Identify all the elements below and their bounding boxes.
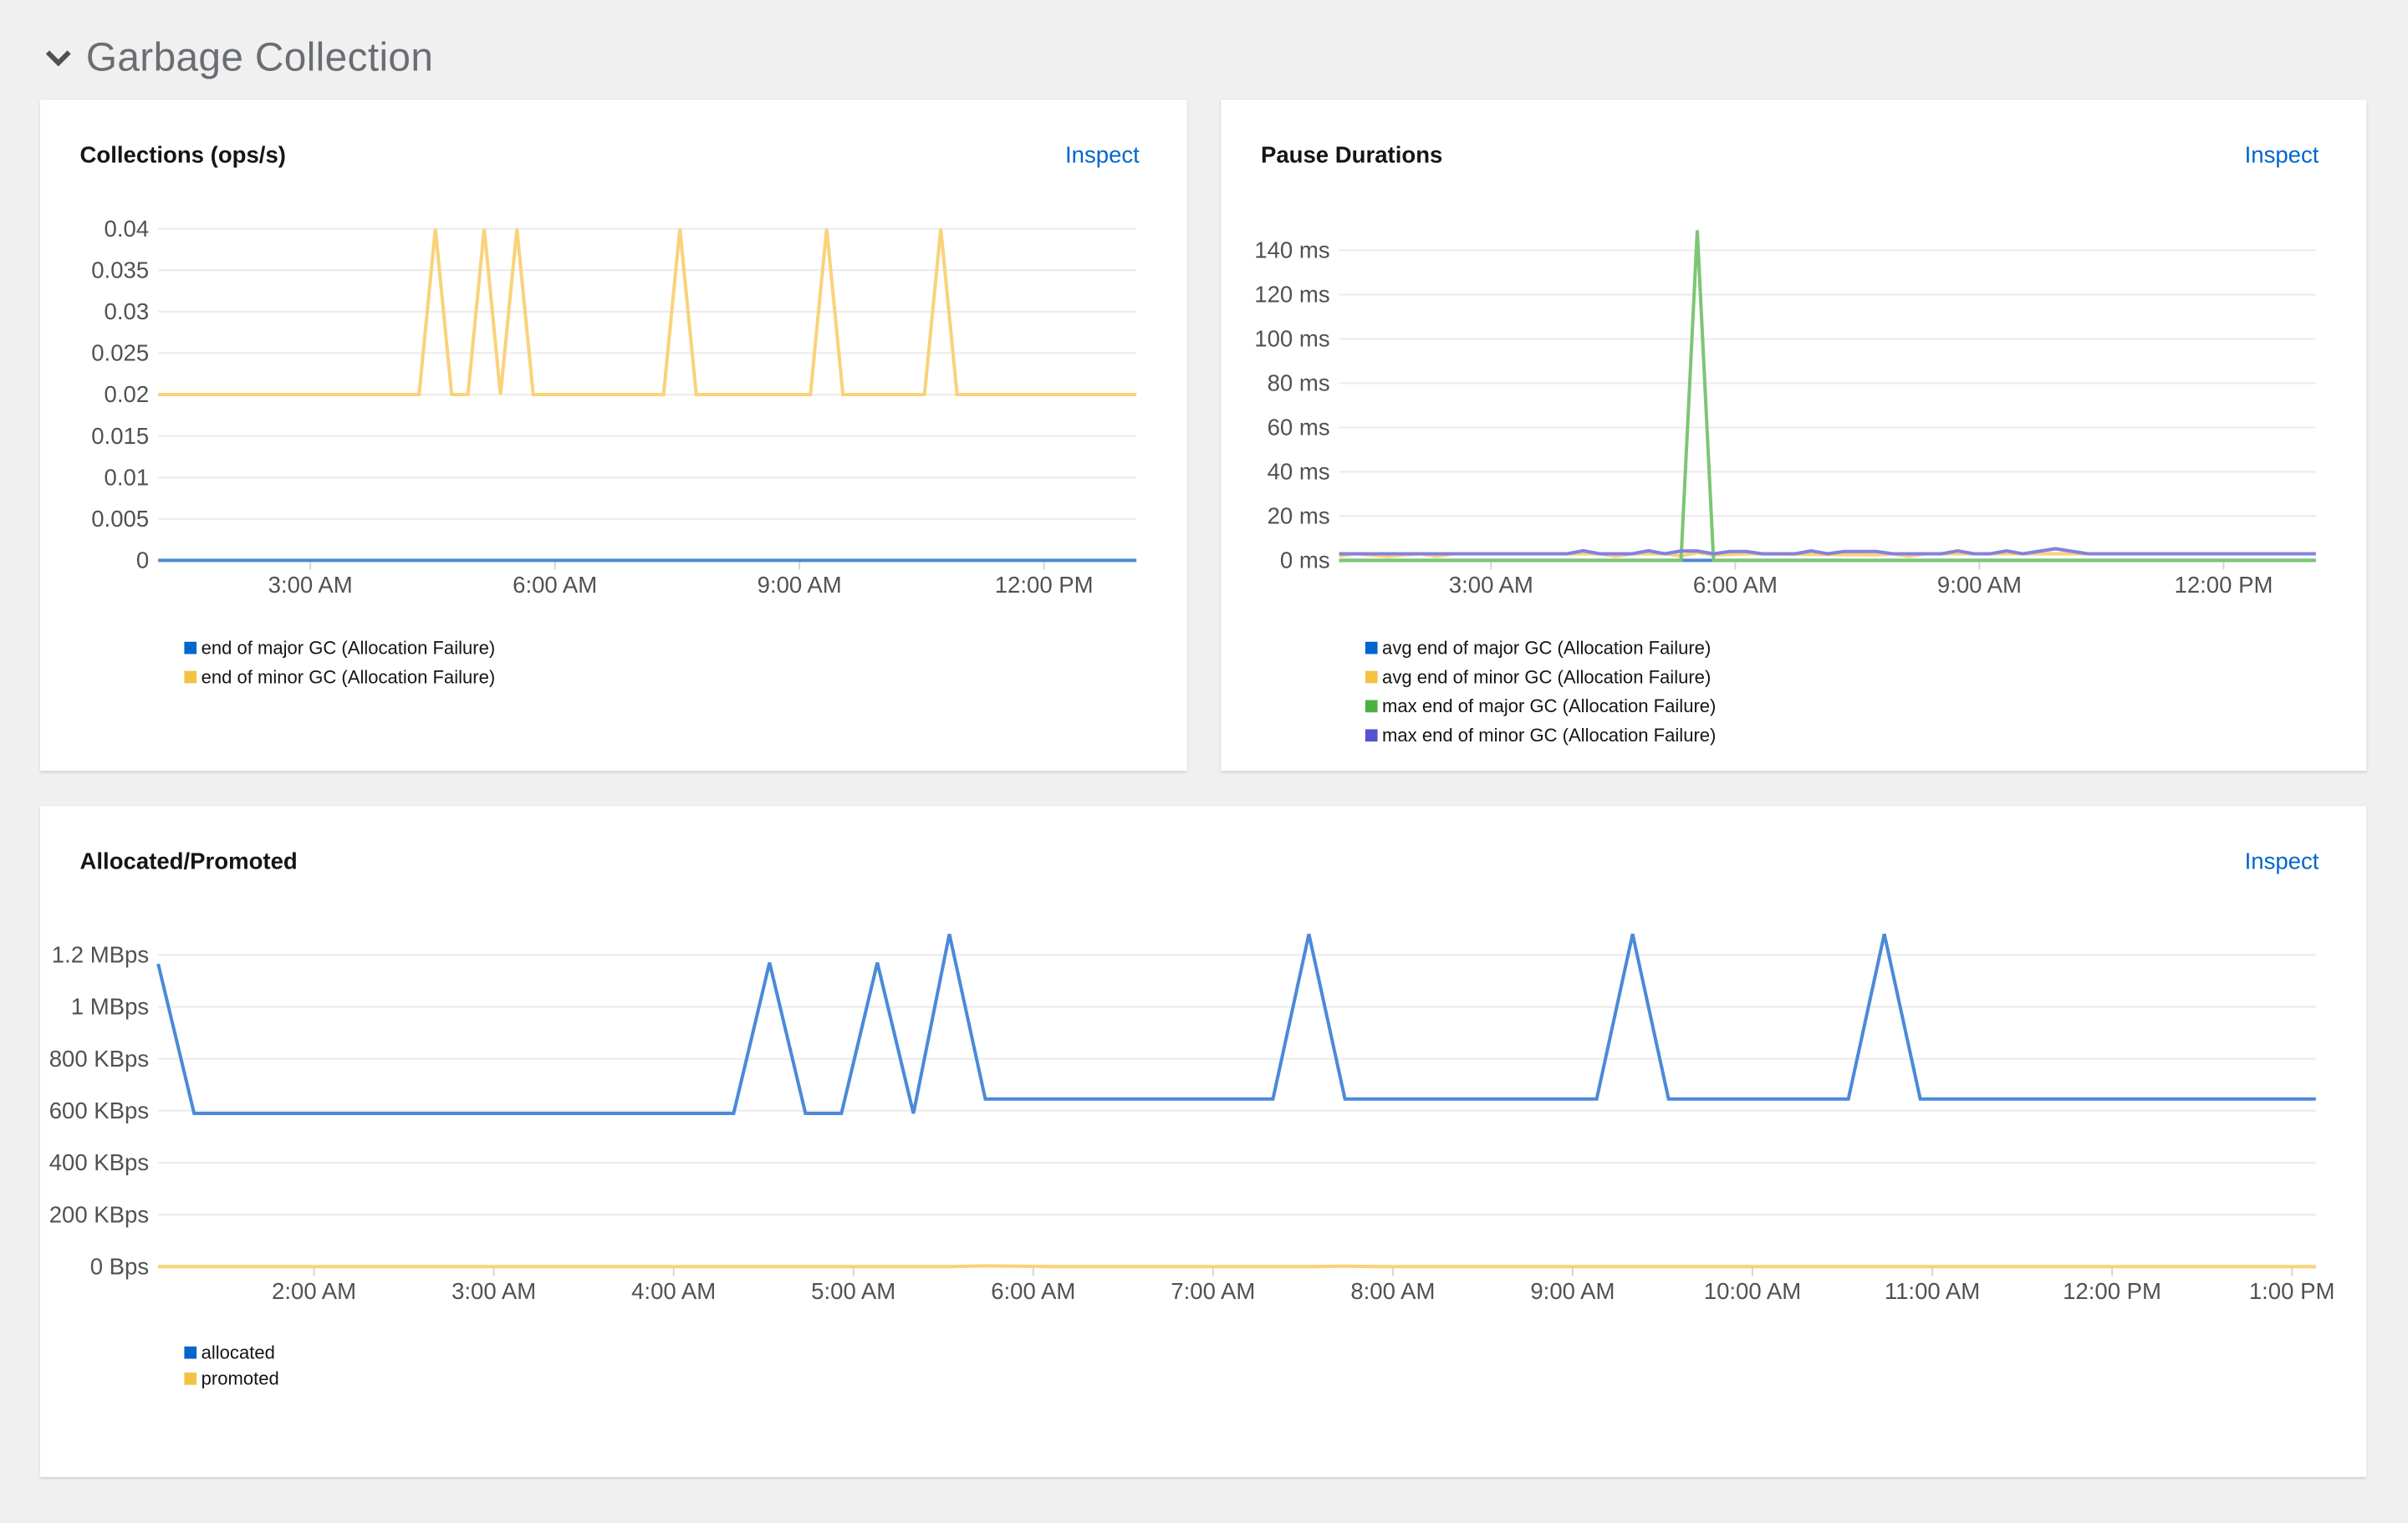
y-tick-label: 40 ms [1268, 459, 1330, 485]
legend-label: promoted [201, 1367, 279, 1389]
x-tick-label: 8:00 AM [1350, 1278, 1435, 1304]
x-tick-label: 7:00 AM [1171, 1278, 1255, 1304]
x-tick-label: 4:00 AM [631, 1278, 716, 1304]
legend-swatch [1365, 670, 1378, 683]
y-tick-label: 400 KBps [49, 1149, 149, 1175]
legend-label: max end of major GC (Allocation Failure) [1382, 695, 1717, 716]
y-tick-label: 200 KBps [49, 1201, 149, 1227]
chart-legend: avg end of major GC (Allocation Failure)… [1365, 633, 1717, 750]
legend-swatch [184, 1345, 197, 1358]
pause-durations-card: Pause Durations Inspect 140 ms 120 ms 100 … [1221, 99, 2367, 772]
y-tick-label: 0.01 [105, 464, 150, 490]
chevron-down-icon[interactable] [43, 43, 74, 74]
y-tick-label: 120 ms [1254, 282, 1329, 308]
y-tick-label: 0.025 [91, 340, 149, 366]
y-tick-label: 0.005 [91, 506, 149, 532]
legend-item[interactable]: allocated [184, 1339, 278, 1365]
chart-plot: 0.04 0.035 0.03 0.025 0.02 0.015 0.01 0.005 0 3:0… [91, 216, 1137, 598]
section-toggle[interactable]: Garbage Collection [43, 33, 433, 81]
y-tick-label: 100 ms [1254, 326, 1329, 352]
x-tick-label: 9:00 AM [1937, 572, 2022, 598]
x-tick-label: 10:00 AM [1704, 1278, 1801, 1304]
chart-plot: 140 ms 120 ms 100 ms 80 ms 60 ms 40 ms 20 ms 0 … [1254, 230, 2316, 598]
y-tick-label: 140 ms [1254, 237, 1329, 263]
allocated-promoted-card: Allocated/Promoted Inspect 1.2 MBps 1 MBp… [39, 806, 2367, 1477]
x-tick-label: 6:00 AM [513, 572, 597, 598]
y-tick-label: 600 KBps [49, 1098, 149, 1123]
chart-plot: 1.2 MBps 1 MBps 800 KBps 600 KBps 400 KBps 20… [49, 934, 2335, 1304]
legend-item[interactable]: max end of major GC (Allocation Failure) [1365, 691, 1717, 721]
y-tick-label: 0.035 [91, 257, 149, 283]
legend-swatch [184, 670, 197, 683]
legend-swatch [184, 640, 197, 654]
legend-item[interactable]: max end of minor GC (Allocation Failure) [1365, 720, 1717, 749]
series-line-allocated [156, 934, 2316, 1116]
series-line-end-of-minor-gc-allocation-failure- [158, 228, 1137, 397]
y-tick-label: 0.015 [91, 423, 149, 449]
y-tick-label: 60 ms [1268, 415, 1330, 441]
legend-label: end of major GC (Allocation Failure) [201, 636, 496, 659]
card-title: Allocated/Promoted [79, 848, 298, 875]
collections-card: Collections (ops/s) Inspect 0.04 0.035 0.0… [39, 99, 1187, 772]
card-title: Pause Durations [1260, 142, 1443, 170]
legend-item[interactable]: promoted [184, 1365, 279, 1391]
inspect-link[interactable]: Inspect [1065, 142, 1140, 170]
y-tick-label: 1 MBps [71, 994, 149, 1020]
legend-swatch [1365, 728, 1378, 741]
legend-item[interactable]: avg end of major GC (Allocation Failure) [1365, 633, 1717, 662]
x-tick-label: 3:00 AM [452, 1278, 536, 1304]
section-title: Garbage Collection [85, 33, 434, 80]
chart-legend: end of major GC (Allocation Failure) end … [184, 633, 495, 691]
y-tick-label: 1.2 MBps [52, 941, 149, 967]
x-tick-label: 1:00 PM [2249, 1278, 2335, 1304]
inspect-link[interactable]: Inspect [2244, 142, 2319, 170]
legend-label: end of minor GC (Allocation Failure) [201, 665, 496, 687]
legend-item[interactable]: end of minor GC (Allocation Failure) [184, 662, 495, 691]
y-tick-label: 80 ms [1268, 370, 1330, 396]
legend-label: max end of minor GC (Allocation Failure) [1382, 724, 1717, 746]
x-tick-label: 9:00 AM [758, 572, 842, 598]
legend-item[interactable]: avg end of minor GC (Allocation Failure) [1365, 662, 1717, 691]
x-tick-label: 6:00 AM [991, 1278, 1075, 1304]
y-tick-label: 0.04 [105, 216, 150, 242]
series-line-max-end-of-major-gc-allocation-failure- [1339, 230, 2316, 563]
legend-label: avg end of major GC (Allocation Failure) [1382, 636, 1712, 659]
x-tick-label: 12:00 PM [2175, 572, 2273, 598]
y-tick-label: 0.03 [105, 298, 150, 324]
x-tick-label: 12:00 PM [2063, 1278, 2161, 1304]
x-tick-label: 9:00 AM [1530, 1278, 1615, 1304]
x-tick-label: 11:00 AM [1885, 1278, 1980, 1304]
series-line-max-end-of-minor-gc-allocation-failure- [1339, 547, 2316, 556]
x-tick-label: 12:00 PM [995, 572, 1094, 598]
x-tick-label: 5:00 AM [811, 1278, 895, 1304]
y-tick-label: 0 Bps [90, 1253, 149, 1279]
x-tick-label: 2:00 AM [272, 1278, 356, 1304]
legend-label: avg end of minor GC (Allocation Failure) [1382, 665, 1712, 687]
x-tick-label: 6:00 AM [1693, 572, 1778, 598]
x-tick-label: 3:00 AM [268, 572, 353, 598]
y-tick-label: 0 ms [1280, 548, 1330, 573]
legend-label: allocated [201, 1341, 275, 1363]
legend-swatch [184, 1372, 197, 1384]
y-tick-label: 0.02 [105, 381, 150, 407]
y-tick-label: 0 [136, 548, 149, 573]
legend-swatch [1365, 699, 1378, 712]
chart-legend: allocated promoted [184, 1339, 279, 1391]
x-tick-label: 3:00 AM [1449, 572, 1533, 598]
y-tick-label: 800 KBps [49, 1046, 149, 1072]
inspect-link[interactable]: Inspect [2244, 848, 2319, 875]
legend-item[interactable]: end of major GC (Allocation Failure) [184, 633, 495, 662]
y-tick-label: 20 ms [1268, 503, 1330, 529]
card-title: Collections (ops/s) [79, 142, 286, 170]
legend-swatch [1365, 640, 1378, 654]
